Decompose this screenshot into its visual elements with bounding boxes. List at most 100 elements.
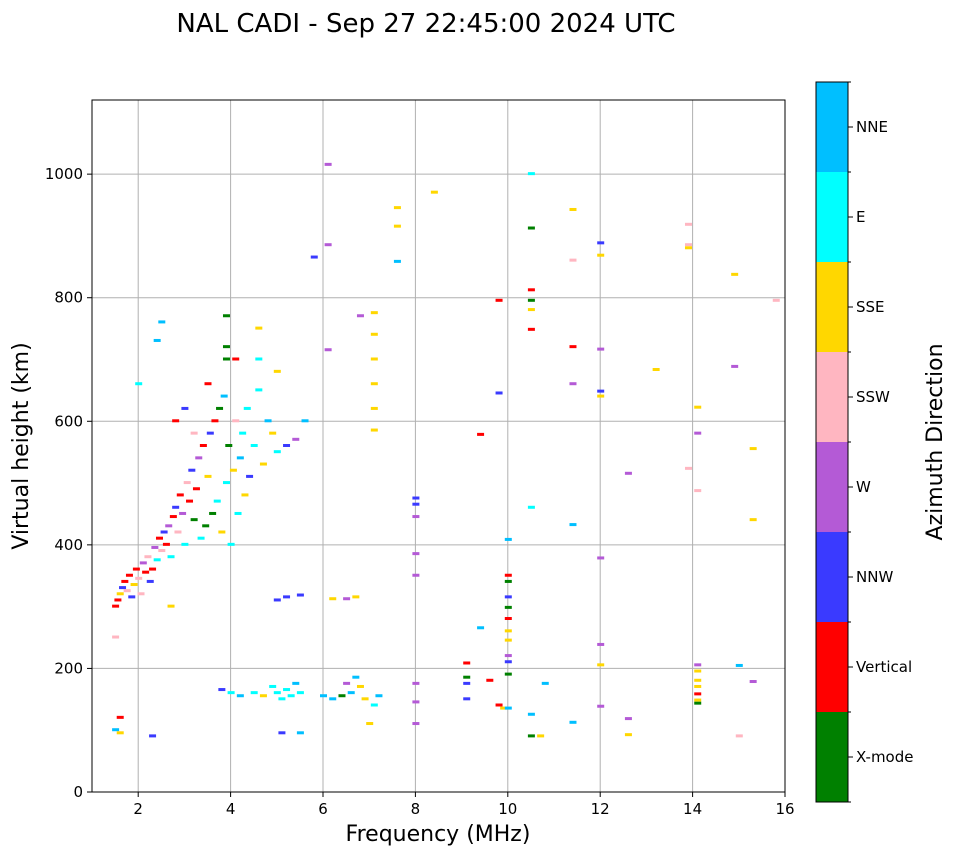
data-point bbox=[352, 595, 360, 599]
data-point bbox=[527, 712, 535, 716]
data-point bbox=[343, 681, 351, 685]
data-point bbox=[412, 681, 420, 685]
data-point bbox=[222, 314, 230, 318]
data-point bbox=[370, 428, 378, 432]
data-point bbox=[206, 431, 214, 435]
data-point bbox=[250, 691, 258, 695]
data-point bbox=[123, 589, 131, 593]
data-point bbox=[273, 369, 281, 373]
data-point bbox=[273, 450, 281, 454]
data-point bbox=[569, 382, 577, 386]
data-point bbox=[477, 432, 485, 436]
y-tick-label: 0 bbox=[73, 783, 83, 801]
data-point bbox=[624, 717, 632, 721]
data-point bbox=[412, 700, 420, 704]
data-point bbox=[246, 474, 254, 478]
data-point bbox=[463, 661, 471, 665]
data-point bbox=[135, 576, 143, 580]
data-point bbox=[597, 389, 605, 393]
data-point bbox=[504, 629, 512, 633]
data-point bbox=[412, 573, 420, 577]
x-tick-label: 6 bbox=[318, 800, 328, 818]
x-tick-label: 8 bbox=[411, 800, 421, 818]
data-point bbox=[393, 224, 401, 228]
data-point bbox=[153, 338, 161, 342]
data-point bbox=[229, 468, 237, 472]
data-point bbox=[301, 419, 309, 423]
data-point bbox=[500, 706, 508, 710]
data-point bbox=[504, 654, 512, 658]
data-point bbox=[209, 511, 217, 515]
data-point bbox=[370, 332, 378, 336]
data-point bbox=[153, 558, 161, 562]
data-point bbox=[324, 162, 332, 166]
data-point bbox=[236, 694, 244, 698]
data-point bbox=[116, 592, 124, 596]
data-point bbox=[139, 561, 147, 565]
data-point bbox=[287, 694, 295, 698]
data-point bbox=[232, 357, 240, 361]
data-point bbox=[227, 542, 235, 546]
data-point bbox=[772, 298, 780, 302]
data-point bbox=[352, 675, 360, 679]
data-point bbox=[652, 368, 660, 372]
x-tick-label: 16 bbox=[775, 800, 794, 818]
data-point bbox=[527, 226, 535, 230]
data-point bbox=[112, 635, 120, 639]
data-point bbox=[361, 697, 369, 701]
data-point bbox=[694, 698, 702, 702]
data-point bbox=[142, 570, 150, 574]
data-point bbox=[569, 345, 577, 349]
data-point bbox=[463, 675, 471, 679]
data-point bbox=[343, 597, 351, 601]
data-point bbox=[176, 493, 184, 497]
y-tick-label: 200 bbox=[54, 659, 83, 677]
data-point bbox=[486, 678, 494, 682]
data-point bbox=[220, 394, 228, 398]
data-point bbox=[181, 542, 189, 546]
x-tick-label: 12 bbox=[591, 800, 610, 818]
data-point bbox=[477, 626, 485, 630]
data-point bbox=[597, 556, 605, 560]
data-point bbox=[731, 364, 739, 368]
data-point bbox=[119, 586, 127, 590]
data-point bbox=[366, 722, 374, 726]
data-point bbox=[694, 692, 702, 696]
data-point bbox=[694, 678, 702, 682]
y-tick-label: 800 bbox=[54, 289, 83, 307]
data-point bbox=[162, 542, 170, 546]
data-point bbox=[735, 734, 743, 738]
data-point bbox=[121, 579, 129, 583]
data-point bbox=[393, 259, 401, 263]
data-point bbox=[216, 406, 224, 410]
data-point bbox=[569, 207, 577, 211]
colorbar-title: Azimuth Direction bbox=[923, 343, 948, 540]
data-point bbox=[684, 222, 692, 226]
data-point bbox=[179, 511, 187, 515]
colorbar-label: NNW bbox=[856, 568, 893, 586]
data-point bbox=[597, 394, 605, 398]
data-point bbox=[569, 258, 577, 262]
data-point bbox=[112, 604, 120, 608]
data-point bbox=[504, 617, 512, 620]
colorbar-label: SSE bbox=[856, 298, 885, 316]
colorbar: X-mode Vertical NNW W SSW SSE E NNE bbox=[816, 81, 913, 803]
colorbar-segment bbox=[816, 712, 848, 802]
data-point bbox=[504, 638, 512, 642]
data-point bbox=[324, 348, 332, 352]
data-point bbox=[527, 308, 535, 312]
data-point bbox=[116, 715, 124, 719]
data-point bbox=[172, 419, 180, 423]
data-point bbox=[250, 444, 258, 447]
data-point bbox=[222, 481, 230, 485]
data-point bbox=[527, 327, 535, 331]
data-point bbox=[569, 523, 577, 527]
x-tick-label: 4 bbox=[226, 800, 236, 818]
data-point bbox=[329, 597, 337, 601]
data-point bbox=[218, 688, 226, 692]
data-point bbox=[222, 357, 230, 361]
colorbar-label: SSW bbox=[856, 388, 890, 406]
data-point bbox=[273, 598, 281, 602]
data-point bbox=[310, 255, 318, 259]
x-tick-label: 14 bbox=[683, 800, 702, 818]
